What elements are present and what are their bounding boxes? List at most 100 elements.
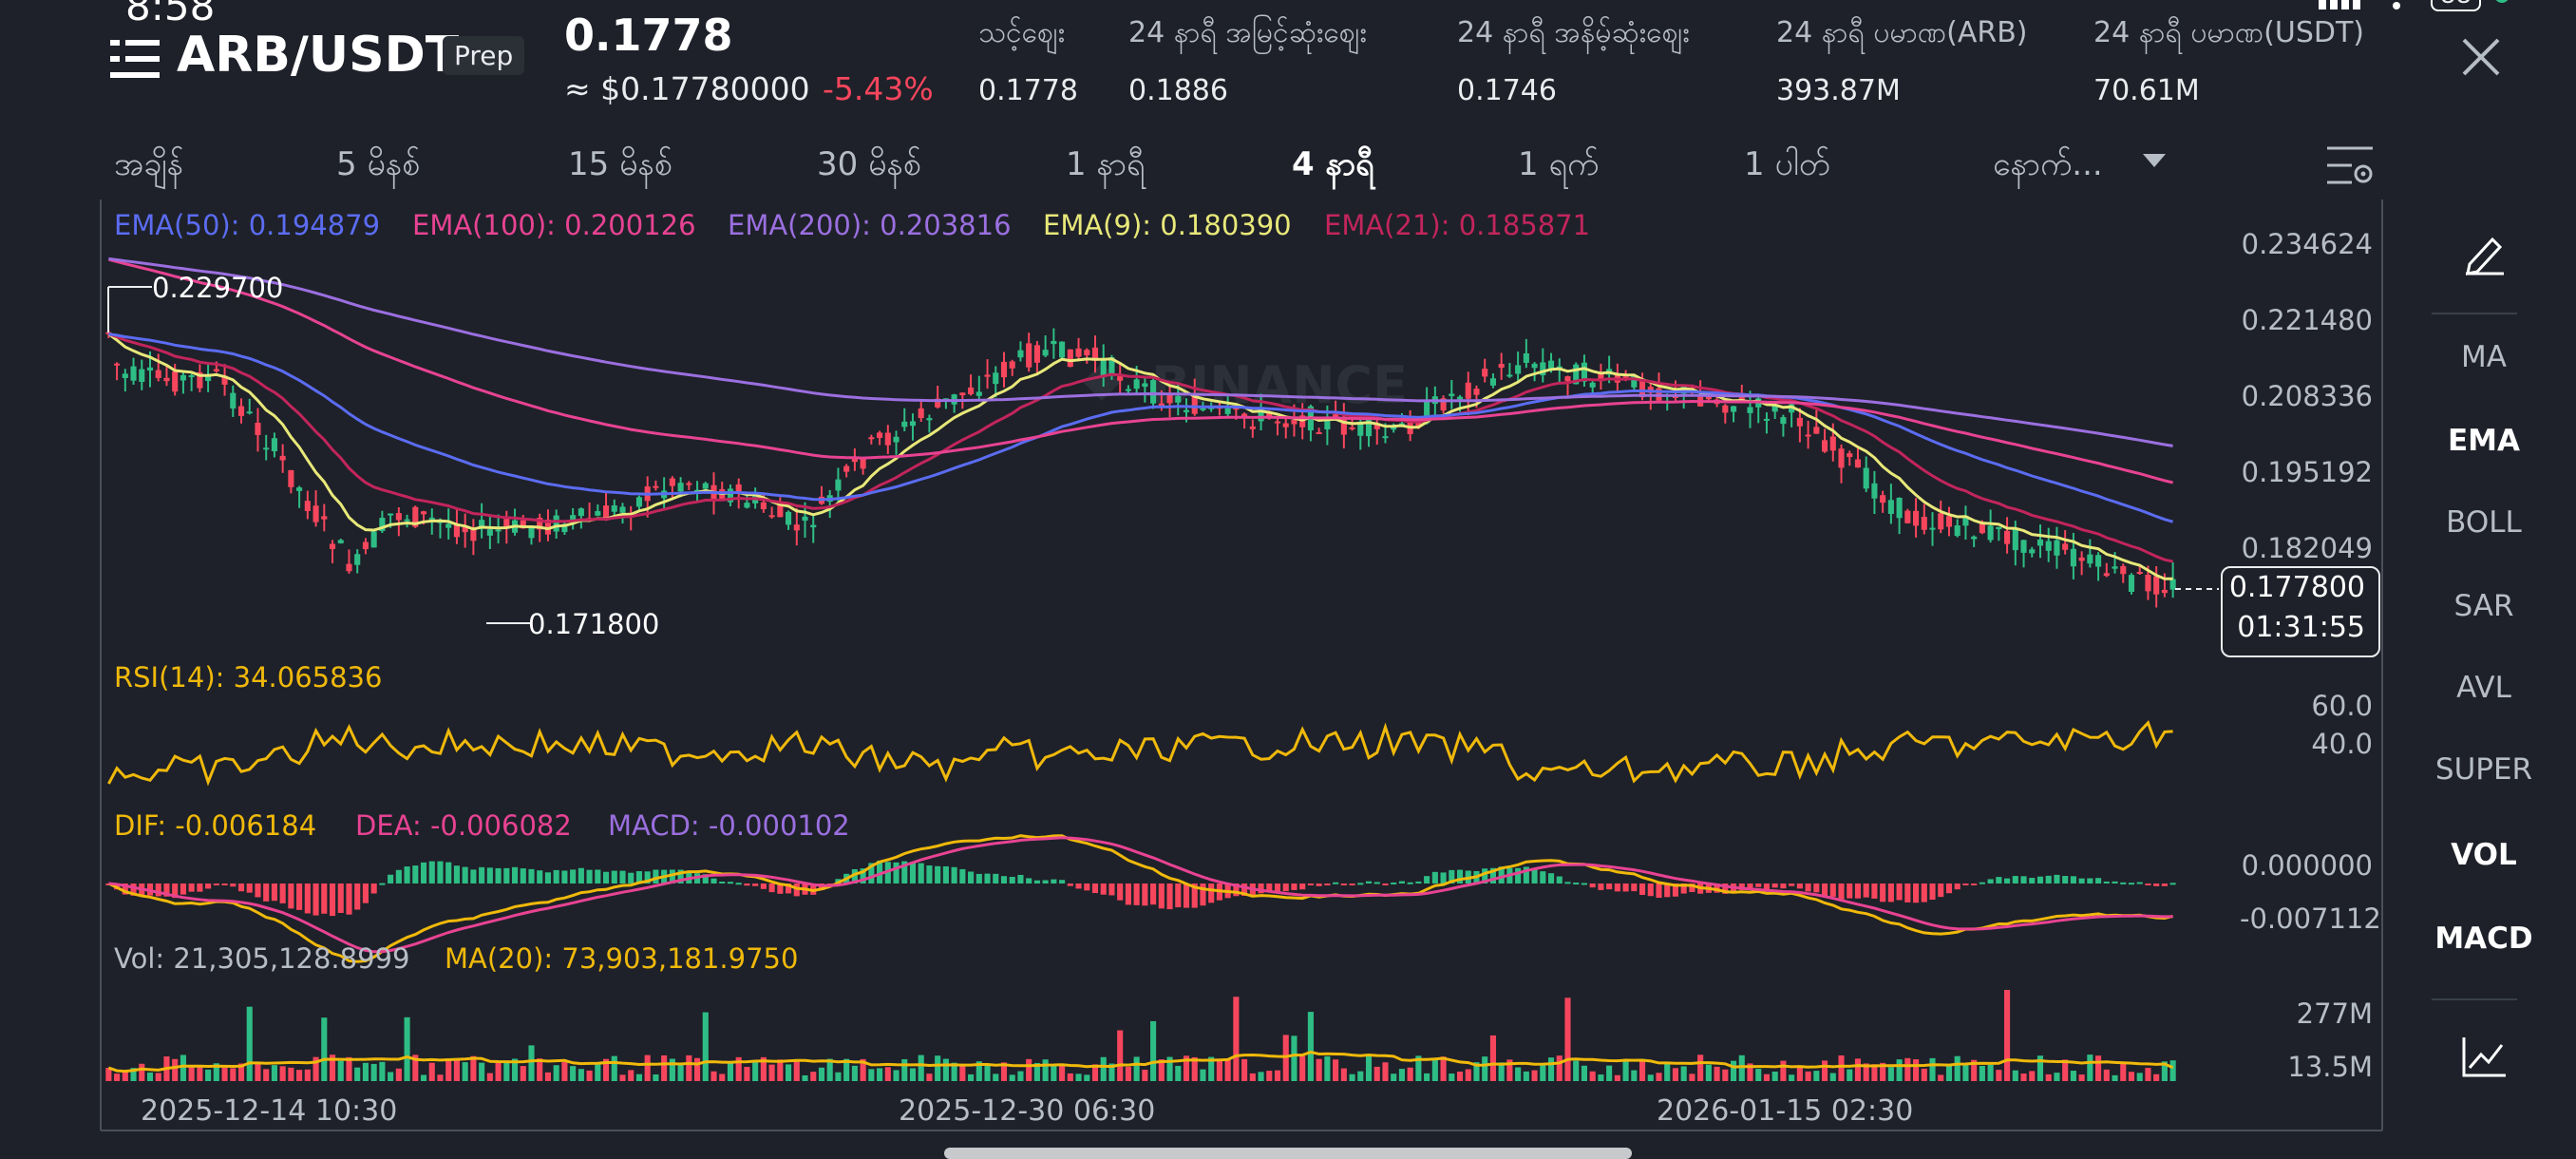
macd-histogram-bar	[1316, 884, 1322, 886]
rsi-line	[107, 719, 2173, 787]
candle-body	[1407, 416, 1413, 435]
volume-bar	[2004, 990, 2011, 1081]
macd-histogram-bar	[197, 884, 203, 892]
macd-histogram-bar	[1142, 884, 1148, 906]
macd-histogram-bar	[1415, 881, 1422, 884]
macd-histogram-bar	[1929, 884, 1936, 901]
volume-bar	[793, 1059, 800, 1081]
indicator-ema[interactable]: EMA	[2447, 424, 2521, 458]
candle-body	[279, 455, 286, 461]
indicator-avl[interactable]: AVL	[2456, 671, 2511, 705]
draw-tool-icon[interactable]	[2464, 232, 2506, 276]
indicator-ma[interactable]: MA	[2461, 340, 2507, 374]
candle-body	[1581, 362, 1588, 382]
candle-body	[230, 392, 237, 408]
volume-bar	[768, 1064, 775, 1081]
tab-time[interactable]: အချိန်	[114, 145, 184, 183]
candle-body	[362, 542, 369, 550]
candle-body	[329, 543, 336, 549]
volume-bar	[619, 1074, 626, 1081]
macd-histogram-bar	[1291, 884, 1297, 890]
macd-histogram-bar	[1340, 884, 1347, 885]
date-label: 2025-12-30 06:30	[899, 1094, 1156, 1128]
tab-more[interactable]: နောက်...	[1993, 145, 2103, 183]
chart-settings-icon[interactable]	[2325, 142, 2375, 188]
tab-30m[interactable]: 30 မိနစ်	[817, 145, 922, 183]
volume-bar	[1449, 1074, 1455, 1081]
macd-histogram-bar	[1796, 884, 1803, 889]
macd-histogram-bar	[1075, 884, 1082, 889]
volume-bar	[926, 1074, 933, 1081]
macd-histogram-bar	[2136, 882, 2143, 884]
chevron-down-icon[interactable]	[2143, 154, 2166, 169]
volume-bar	[644, 1054, 651, 1081]
candle-body	[246, 411, 253, 414]
candle-body	[1282, 423, 1289, 428]
volume-bar	[752, 1060, 759, 1081]
volume-bar	[1738, 1054, 1745, 1081]
chart-scrollbar[interactable]	[944, 1148, 1632, 1159]
tab-5m[interactable]: 5 မိနစ်	[336, 145, 421, 183]
candle-body	[237, 406, 245, 416]
candle-body	[288, 469, 294, 487]
volume-bar	[437, 1074, 444, 1081]
candle-body	[2112, 566, 2118, 569]
tab-1h[interactable]: 1 နာရီ	[1066, 145, 1146, 183]
macd-histogram-bar	[1398, 881, 1405, 884]
stat-label-high: 24 နာရီ အမြင့်ဆုံးစျေး	[1128, 16, 1367, 49]
macd-histogram-bar	[445, 862, 452, 884]
macd-histogram-bar	[760, 884, 767, 889]
volume-bar	[1133, 1056, 1140, 1081]
macd-histogram-bar	[1000, 876, 1008, 884]
macd-histogram-bar	[2045, 875, 2052, 884]
macd-dea-line	[108, 836, 2173, 954]
ema100-legend: EMA(100): 0.200126	[412, 209, 696, 241]
candle-body	[1838, 448, 1845, 468]
candle-body	[2169, 579, 2176, 590]
rsi-axis-label: 40.0	[2311, 728, 2373, 760]
volume-bar	[2045, 1074, 2052, 1081]
candle-body	[768, 515, 775, 518]
candle-body	[255, 423, 261, 435]
macd-histogram-bar	[1133, 884, 1140, 905]
macd-histogram-bar	[1449, 869, 1455, 884]
volume-bar	[412, 1054, 419, 1081]
candle-body	[570, 515, 577, 522]
candle-body	[263, 447, 270, 450]
candle-body	[1183, 409, 1190, 412]
candle-body	[105, 332, 112, 334]
tab-1w[interactable]: 1 ပါတ်	[1744, 145, 1830, 183]
volume-bar	[1672, 1068, 1679, 1081]
close-icon[interactable]	[2458, 34, 2504, 80]
macd-histogram-bar	[1863, 884, 1869, 898]
macd-dif-legend: DIF: -0.006184	[114, 809, 317, 842]
volume-bar	[2112, 1074, 2118, 1081]
macd-histogram-bar	[2169, 883, 2176, 885]
macd-histogram-bar	[379, 883, 386, 885]
stat-value-low: 0.1746	[1457, 74, 1557, 107]
candle-body	[702, 483, 709, 489]
tab-4h[interactable]: 4 နာရီ	[1292, 145, 1374, 183]
indicator-vol[interactable]: VOL	[2451, 838, 2517, 872]
volume-bar	[578, 1069, 584, 1081]
indicator-sar[interactable]: SAR	[2453, 589, 2514, 623]
chart-style-icon[interactable]	[2462, 1036, 2508, 1077]
tab-1d[interactable]: 1 ရက်	[1518, 145, 1600, 183]
macd-histogram-bar	[786, 884, 792, 894]
pair-title[interactable]: ARB/USDT	[177, 27, 460, 84]
stat-label-current: သင့်စျေး	[978, 16, 1066, 49]
macd-histogram-bar	[1407, 882, 1413, 884]
candle-body	[1531, 363, 1538, 369]
candle-body	[1333, 414, 1339, 418]
indicator-macd[interactable]: MACD	[2434, 922, 2533, 956]
menu-icon[interactable]	[110, 38, 160, 80]
indicator-super[interactable]: SUPER	[2434, 752, 2533, 787]
macd-histogram-bar	[1241, 884, 1248, 897]
candle-body	[1921, 516, 1927, 530]
candle-body	[544, 520, 552, 535]
indicator-boll[interactable]: BOLL	[2446, 505, 2522, 540]
tab-15m[interactable]: 15 မိနစ်	[568, 145, 673, 183]
volume-bar	[860, 1058, 866, 1081]
candle-body	[669, 478, 675, 486]
